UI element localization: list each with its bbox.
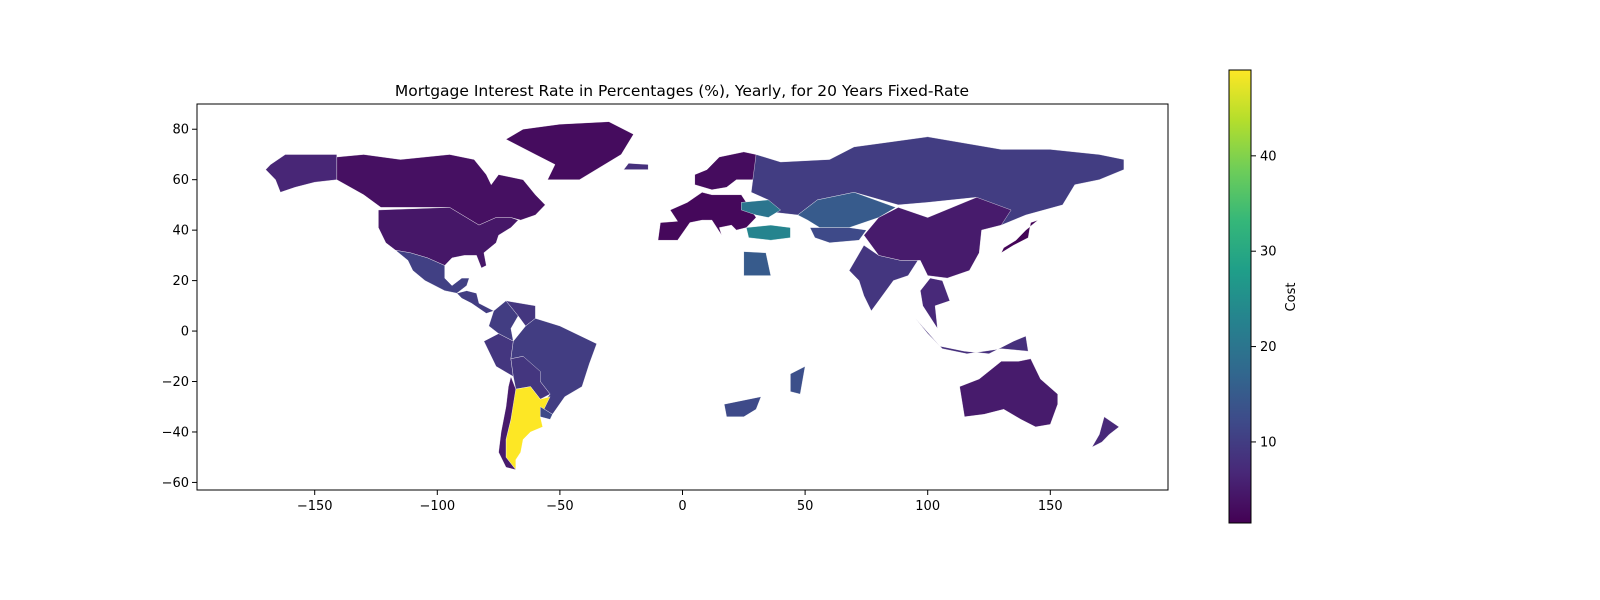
region-chile (498, 375, 517, 471)
colorbar (1228, 69, 1252, 524)
x-tick-label: −150 (297, 499, 333, 514)
x-tick-label: 50 (797, 499, 814, 514)
region-egypt (743, 251, 772, 276)
y-tick-label: 80 (172, 123, 189, 138)
colorbar-ticks: 10 20 30 40 (1251, 149, 1277, 450)
x-tick-label: 100 (915, 499, 940, 514)
y-tick-label: 40 (172, 224, 189, 239)
region-uruguay (540, 406, 553, 420)
region-mexico (394, 250, 470, 294)
region-indonesia (915, 318, 1029, 354)
region-madagascar (790, 366, 806, 395)
y-tick-label: −20 (162, 375, 189, 390)
x-axis: −150 −100 −50 0 50 100 150 (297, 490, 1063, 514)
region-japan (1000, 219, 1039, 254)
x-tick-label: −50 (546, 499, 573, 514)
colorbar-label: Cost (1284, 283, 1299, 312)
x-tick-label: 150 (1038, 499, 1063, 514)
colorbar-tick-label: 40 (1260, 149, 1277, 164)
region-ukraine (741, 199, 781, 218)
region-iceland (623, 163, 649, 170)
y-tick-label: 0 (181, 325, 189, 340)
region-south-africa (723, 396, 762, 417)
y-tick-label: 20 (172, 274, 189, 289)
y-tick-label: 60 (172, 173, 189, 188)
region-india (848, 245, 919, 312)
region-southeast-asia (920, 277, 951, 329)
region-greenland (505, 121, 634, 180)
y-tick-label: −60 (162, 476, 189, 491)
colorbar-tick-label: 30 (1260, 245, 1277, 260)
chart-title: Mortgage Interest Rate in Percentages (%… (395, 82, 969, 100)
colorbar-tick-label: 10 (1260, 435, 1277, 450)
x-tick-label: −100 (419, 499, 455, 514)
region-alaska-united-states (265, 154, 337, 193)
colorbar-tick-label: 20 (1260, 340, 1277, 355)
region-turkey (746, 224, 791, 241)
region-australia (959, 358, 1058, 428)
map-layer (265, 121, 1125, 471)
region-canada (336, 154, 546, 226)
y-axis: 80 60 40 20 0 −20 −40 −60 (162, 123, 197, 491)
y-tick-label: −40 (162, 425, 189, 440)
region-china (863, 197, 1012, 279)
x-tick-label: 0 (678, 499, 686, 514)
region-new-zealand (1091, 416, 1120, 448)
region-central-asia (809, 227, 867, 243)
